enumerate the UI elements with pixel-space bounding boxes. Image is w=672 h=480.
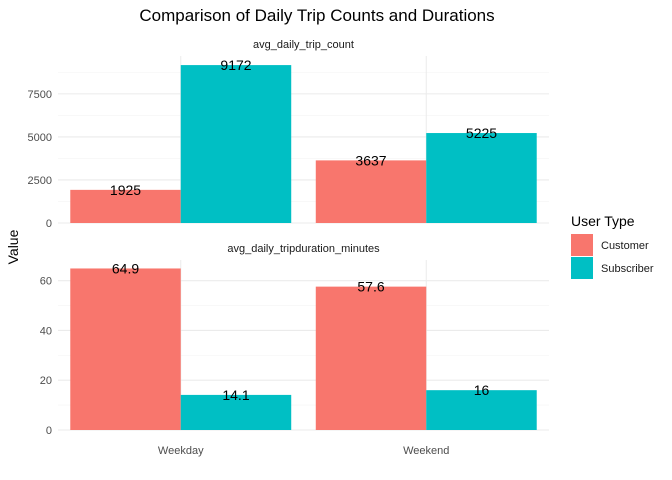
- bar-subscriber-weekend: [426, 390, 537, 430]
- y-tick-label: 0: [46, 218, 52, 230]
- bar-subscriber-weekday: [180, 394, 292, 430]
- y-tick-label: 0: [46, 425, 52, 437]
- y-tick-label: 60: [40, 276, 52, 288]
- data-label: 5225: [466, 125, 497, 141]
- legend-title: User Type: [571, 213, 635, 229]
- bar-customer-weekend: [315, 160, 427, 223]
- legend: User Type Customer Subscriber: [571, 213, 654, 279]
- legend-key-subscriber: [571, 257, 593, 279]
- data-label: 14.1: [222, 387, 249, 403]
- data-label: 57.6: [357, 279, 384, 295]
- y-tick-label: 2500: [28, 175, 52, 187]
- panel-strip-label: avg_daily_trip_count: [253, 39, 354, 51]
- x-tick-label: Weekday: [158, 445, 204, 457]
- panel-avg_daily_tripduration_minutes: avg_daily_tripduration_minutes 0 20 40 60 64.…: [40, 243, 549, 437]
- data-label: 9172: [220, 57, 251, 73]
- bar-customer-weekday: [70, 189, 181, 223]
- legend-label-subscriber: Subscriber: [601, 263, 654, 275]
- data-label: 3637: [355, 152, 386, 168]
- y-tick-label: 5000: [28, 132, 52, 144]
- panel-strip-label: avg_daily_tripduration_minutes: [227, 243, 380, 255]
- legend-label-customer: Customer: [601, 240, 649, 252]
- bar-customer-weekday: [70, 268, 181, 430]
- data-label: 64.9: [112, 260, 139, 276]
- y-tick-label: 7500: [28, 89, 52, 101]
- x-tick-label: Weekend: [403, 445, 449, 457]
- panel-avg_daily_trip_count: avg_daily_trip_count 0 2500 5000 7500 1925 363…: [28, 39, 549, 230]
- bar-customer-weekend: [315, 286, 427, 430]
- bar-subscriber-weekend: [426, 133, 537, 223]
- data-label: 1925: [110, 182, 141, 198]
- panels-layer: avg_daily_trip_count 0 2500 5000 7500 1925 363…: [28, 39, 549, 437]
- x-axis: Weekday Weekend: [158, 445, 449, 457]
- legend-key-customer: [571, 234, 593, 256]
- data-label: 16: [474, 382, 490, 398]
- y-axis-label: Value: [5, 229, 21, 264]
- chart-title: Comparison of Daily Trip Counts and Dura…: [139, 6, 494, 25]
- bar-subscriber-weekday: [180, 65, 292, 224]
- y-tick-label: 40: [40, 325, 52, 337]
- y-tick-label: 20: [40, 375, 52, 387]
